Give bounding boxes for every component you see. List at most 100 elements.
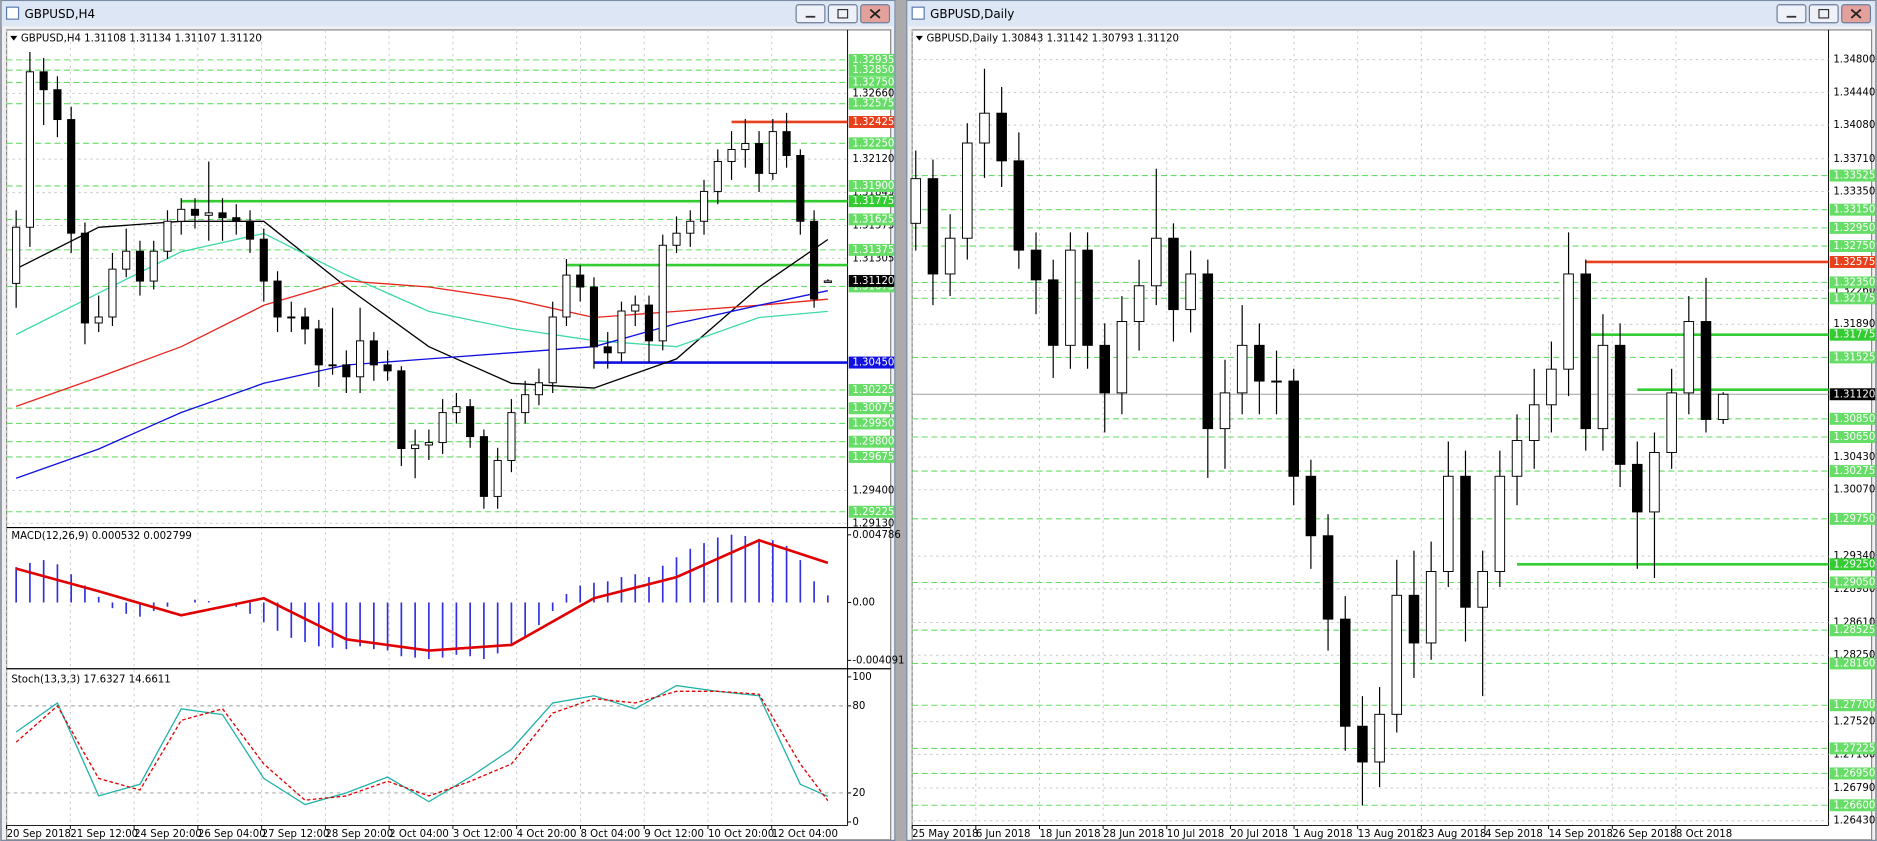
y-tick-label: 1.34440	[1833, 87, 1875, 98]
level-label-box	[848, 179, 895, 192]
y-tick-label: 1.27520	[1833, 717, 1875, 728]
moving-average	[15, 220, 829, 389]
level-label-box	[848, 64, 895, 77]
level-label: 1.31525	[1833, 352, 1875, 363]
line-label-box	[1829, 558, 1876, 571]
minimize-button[interactable]	[795, 4, 826, 24]
level-label-box	[1829, 624, 1876, 637]
candle-body	[1460, 475, 1471, 608]
level-label-box	[848, 505, 895, 518]
minimize-button[interactable]	[1776, 4, 1807, 24]
x-tick-label: 24 Sep 20:00	[134, 829, 202, 840]
x-tick-label: 3 Oct 12:00	[453, 829, 513, 840]
x-tick-label: 20 Sep 2018	[7, 829, 71, 840]
candle-body	[1013, 160, 1025, 251]
level-label-box	[1829, 240, 1876, 253]
candle-body	[741, 143, 750, 150]
candle-body	[1082, 249, 1093, 346]
candle-body	[603, 346, 612, 354]
candle-body	[108, 268, 117, 318]
candle-body	[342, 364, 351, 378]
candle-body	[962, 142, 973, 239]
candle-body	[1408, 594, 1420, 644]
y-tick-label: 1.29400	[852, 485, 894, 496]
candle-body	[996, 112, 1007, 162]
level-label: 1.31375	[852, 245, 894, 256]
candle-body	[411, 444, 420, 450]
x-tick-label: 2 Oct 04:00	[389, 829, 449, 840]
y-tick-label: 1.33710	[1833, 154, 1875, 165]
level-label: 1.30275	[1833, 466, 1875, 477]
moving-average	[15, 280, 828, 408]
level-label: 1.32950	[1833, 223, 1875, 234]
candle-body	[53, 89, 62, 121]
y-tick-label: 1.27160	[1833, 749, 1875, 760]
y-tick-label: 1.28980	[1833, 584, 1875, 595]
line-label: 1.31775	[852, 196, 894, 207]
candle-body	[1047, 279, 1059, 346]
window-icon	[911, 6, 925, 20]
maximize-button[interactable]	[827, 4, 858, 24]
macd-header: MACD(12,26,9) 0.000532 0.002799	[11, 531, 192, 542]
candle-body	[479, 436, 488, 497]
candle-body	[1374, 713, 1385, 763]
x-tick-label: 18 Jun 2018	[1039, 829, 1100, 840]
level-label: 1.32175	[1833, 293, 1875, 304]
candle-body	[910, 178, 922, 224]
candle-body	[576, 274, 585, 288]
x-tick-label: 8 Oct 2018	[1676, 829, 1732, 840]
candle-body	[452, 406, 461, 414]
candle-body	[177, 208, 186, 222]
candle-body	[979, 112, 990, 144]
level-label: 1.29800	[852, 437, 894, 448]
y-tick-label: 1.34800	[1833, 55, 1875, 66]
x-tick-label: 13 Aug 2018	[1358, 829, 1423, 840]
level-label-box	[848, 213, 895, 226]
header-triangle	[10, 35, 18, 41]
candle-body	[1666, 392, 1677, 453]
current-price-label: 1.31120	[852, 276, 894, 287]
candle-body	[94, 316, 103, 324]
candle-body	[1632, 463, 1643, 513]
y-tick-label: 0.004786	[852, 530, 900, 541]
x-tick-label: 6 Jun 2018	[976, 829, 1031, 840]
y-tick-label: 1.26430	[1833, 816, 1875, 827]
title-bar	[907, 1, 1876, 27]
level-label-box	[848, 402, 895, 415]
level-label-box	[1829, 742, 1876, 755]
level-label: 1.33525	[1833, 171, 1875, 182]
level-label-box	[1829, 657, 1876, 670]
candle-body	[1254, 344, 1265, 382]
stoch-signal	[15, 690, 829, 802]
candle-body	[204, 212, 213, 216]
y-tick-label: 80	[852, 701, 865, 712]
maximize-button[interactable]	[1808, 4, 1839, 24]
y-tick-label: 1.30430	[1833, 452, 1875, 463]
y-tick-label: 20	[852, 788, 865, 799]
level-label-box	[1829, 351, 1876, 364]
candle-body	[135, 250, 145, 282]
level-label: 1.32850	[852, 65, 894, 76]
candle-body	[1133, 285, 1145, 322]
candle-body	[589, 286, 599, 348]
candle-body	[1597, 344, 1609, 430]
level-label-box	[848, 53, 895, 66]
level-label: 1.30850	[1833, 414, 1875, 425]
x-tick-label: 28 Jun 2018	[1103, 829, 1164, 840]
candle-body	[631, 304, 640, 312]
candle-body	[218, 212, 227, 219]
candle-body	[1065, 249, 1076, 346]
candle-body	[12, 226, 21, 284]
line-label: 1.32425	[852, 117, 894, 128]
candle-body	[927, 178, 939, 275]
level-label: 1.27225	[1833, 743, 1875, 754]
level-label: 1.30225	[852, 385, 894, 396]
x-tick-label: 20 Jul 2018	[1230, 829, 1287, 840]
x-tick-label: 26 Sep 2018	[1612, 829, 1676, 840]
y-tick-label: 0.00	[852, 598, 875, 609]
candle-body	[658, 244, 667, 342]
candle-body	[1322, 535, 1334, 620]
button-glyph	[1850, 8, 1862, 19]
candle-body	[314, 328, 323, 366]
x-tick-label: 4 Oct 20:00	[517, 829, 577, 840]
